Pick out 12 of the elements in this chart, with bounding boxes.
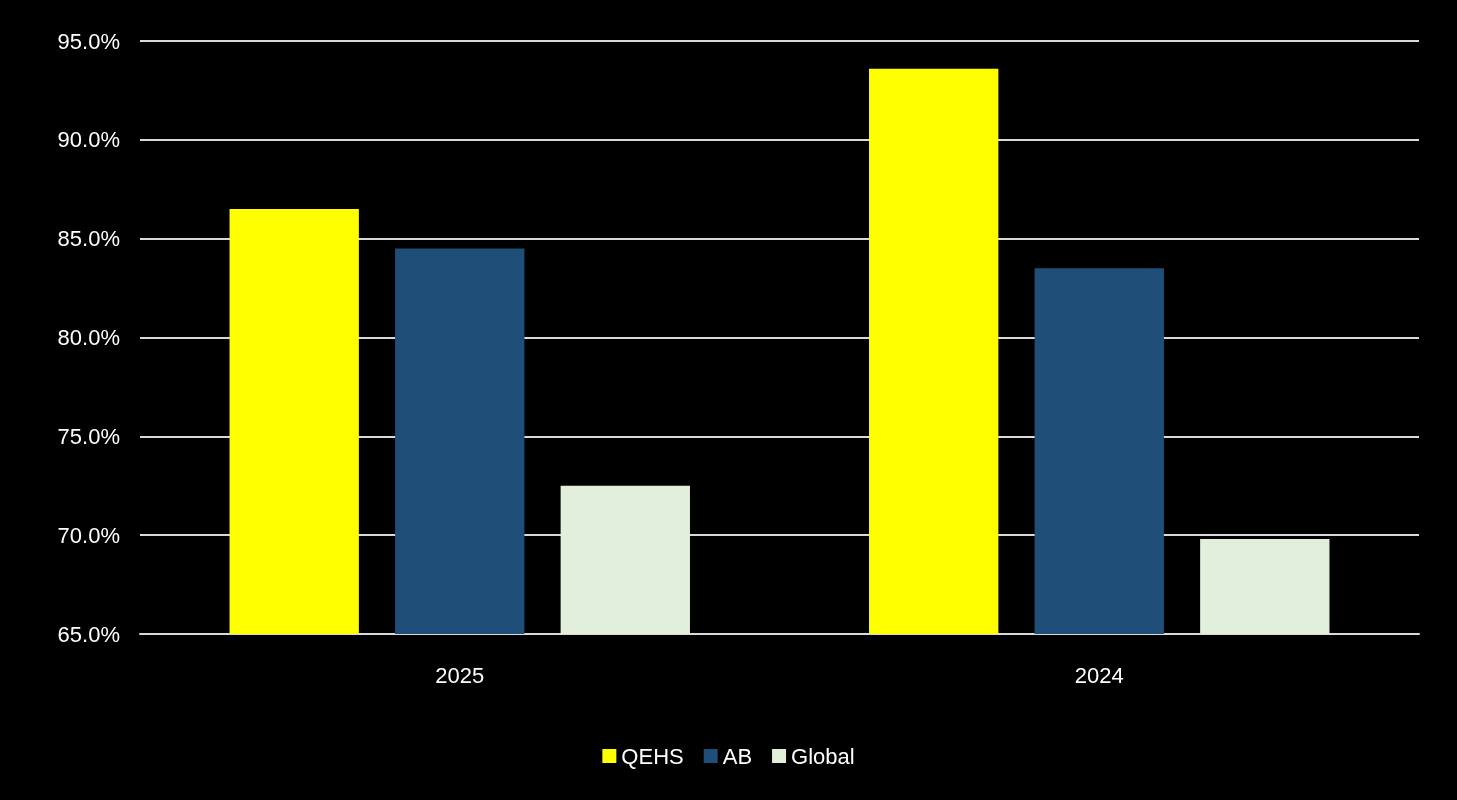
y-tick-label: 85.0%	[57, 226, 120, 252]
x-tick-label: 2024	[1074, 662, 1124, 688]
legend-label: QEHS	[621, 743, 684, 769]
legend-label: Global	[791, 743, 855, 769]
y-tick-label: 70.0%	[57, 522, 120, 548]
y-tick-label: 80.0%	[57, 325, 120, 350]
legend-label: AB	[722, 743, 753, 769]
y-tick-label: 95.0%	[57, 28, 120, 54]
y-tick-label: 65.0%	[57, 621, 120, 647]
y-tick-label: 90.0%	[57, 127, 120, 153]
x-tick-label: 2025	[435, 662, 485, 688]
y-tick-label: 75.0%	[57, 423, 120, 449]
